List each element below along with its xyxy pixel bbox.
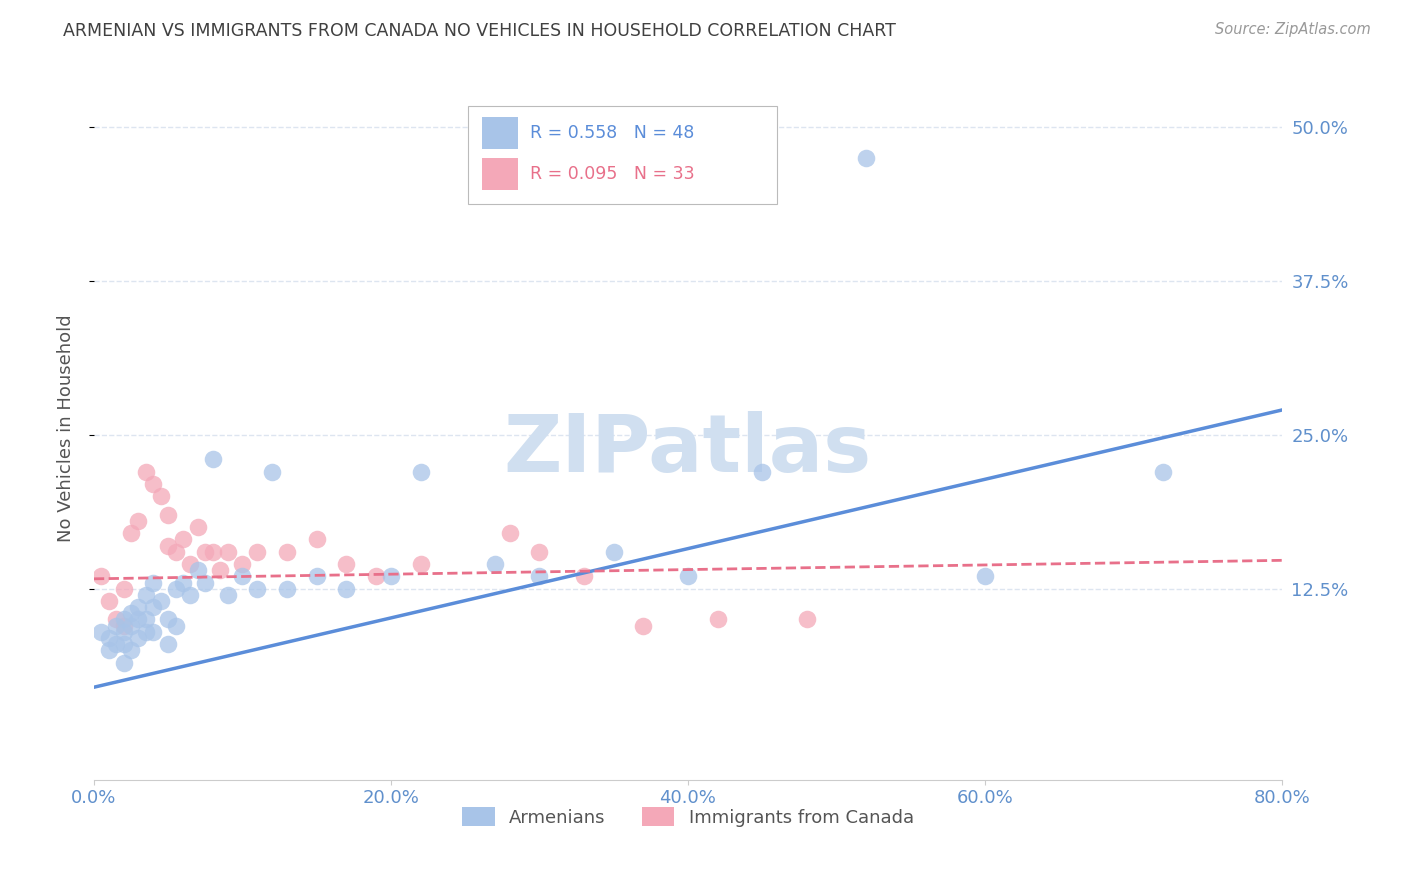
Point [97,594,120,608]
Point [105,618,128,632]
Point [217,545,239,559]
Point [90,569,112,583]
Point [112,612,135,626]
Point [120,607,142,621]
Point [246,545,269,559]
Point [135,624,157,639]
Point [231,557,253,571]
Point [149,489,172,503]
Point [855,151,877,165]
Point [149,594,172,608]
Point [572,569,595,583]
Point [187,563,209,577]
Point [120,526,142,541]
Point [157,539,180,553]
Point [142,624,165,639]
Point [112,637,135,651]
Point [1152,465,1174,479]
Point [135,465,157,479]
Legend: Armenians, Immigrants from Canada: Armenians, Immigrants from Canada [454,800,921,834]
Point [187,520,209,534]
Text: ZIPatlas: ZIPatlas [503,410,872,489]
Point [179,557,201,571]
Point [97,643,120,657]
Bar [482,118,517,149]
Point [973,569,995,583]
Point [201,545,224,559]
Point [335,557,357,571]
Point [90,624,112,639]
Point [142,575,165,590]
Point [706,612,728,626]
Point [105,612,128,626]
Point [127,631,149,645]
Point [165,618,187,632]
Text: R = 0.558   N = 48: R = 0.558 N = 48 [530,124,695,142]
Point [157,637,180,651]
Point [380,569,402,583]
Point [201,452,224,467]
Point [409,465,432,479]
Point [112,624,135,639]
Point [209,563,232,577]
Point [529,569,551,583]
FancyBboxPatch shape [468,105,778,204]
Point [409,557,432,571]
Point [602,545,624,559]
Point [112,656,135,670]
Point [127,600,149,615]
Point [364,569,387,583]
Point [276,582,298,596]
Point [112,582,135,596]
Point [751,465,773,479]
Point [529,545,551,559]
Point [217,588,239,602]
Y-axis label: No Vehicles in Household: No Vehicles in Household [58,315,75,542]
Point [165,545,187,559]
Point [172,533,194,547]
Point [231,569,253,583]
Point [135,612,157,626]
Point [676,569,699,583]
Point [112,618,135,632]
Point [246,582,269,596]
Point [194,575,217,590]
Point [633,618,655,632]
Point [120,618,142,632]
Point [97,631,120,645]
Point [127,612,149,626]
Text: Source: ZipAtlas.com: Source: ZipAtlas.com [1215,22,1371,37]
Point [335,582,357,596]
Point [172,575,194,590]
Point [142,477,165,491]
Text: R = 0.095   N = 33: R = 0.095 N = 33 [530,165,695,183]
Point [194,545,217,559]
Point [157,612,180,626]
Point [796,612,818,626]
Point [142,600,165,615]
Point [484,557,506,571]
Point [262,465,284,479]
Point [105,637,128,651]
Point [127,514,149,528]
Text: ARMENIAN VS IMMIGRANTS FROM CANADA NO VEHICLES IN HOUSEHOLD CORRELATION CHART: ARMENIAN VS IMMIGRANTS FROM CANADA NO VE… [63,22,896,40]
Point [120,643,142,657]
Point [165,582,187,596]
Point [157,508,180,522]
Point [305,569,328,583]
Point [276,545,298,559]
Point [179,588,201,602]
Bar [482,158,517,190]
Point [305,533,328,547]
Point [498,526,520,541]
Point [135,588,157,602]
